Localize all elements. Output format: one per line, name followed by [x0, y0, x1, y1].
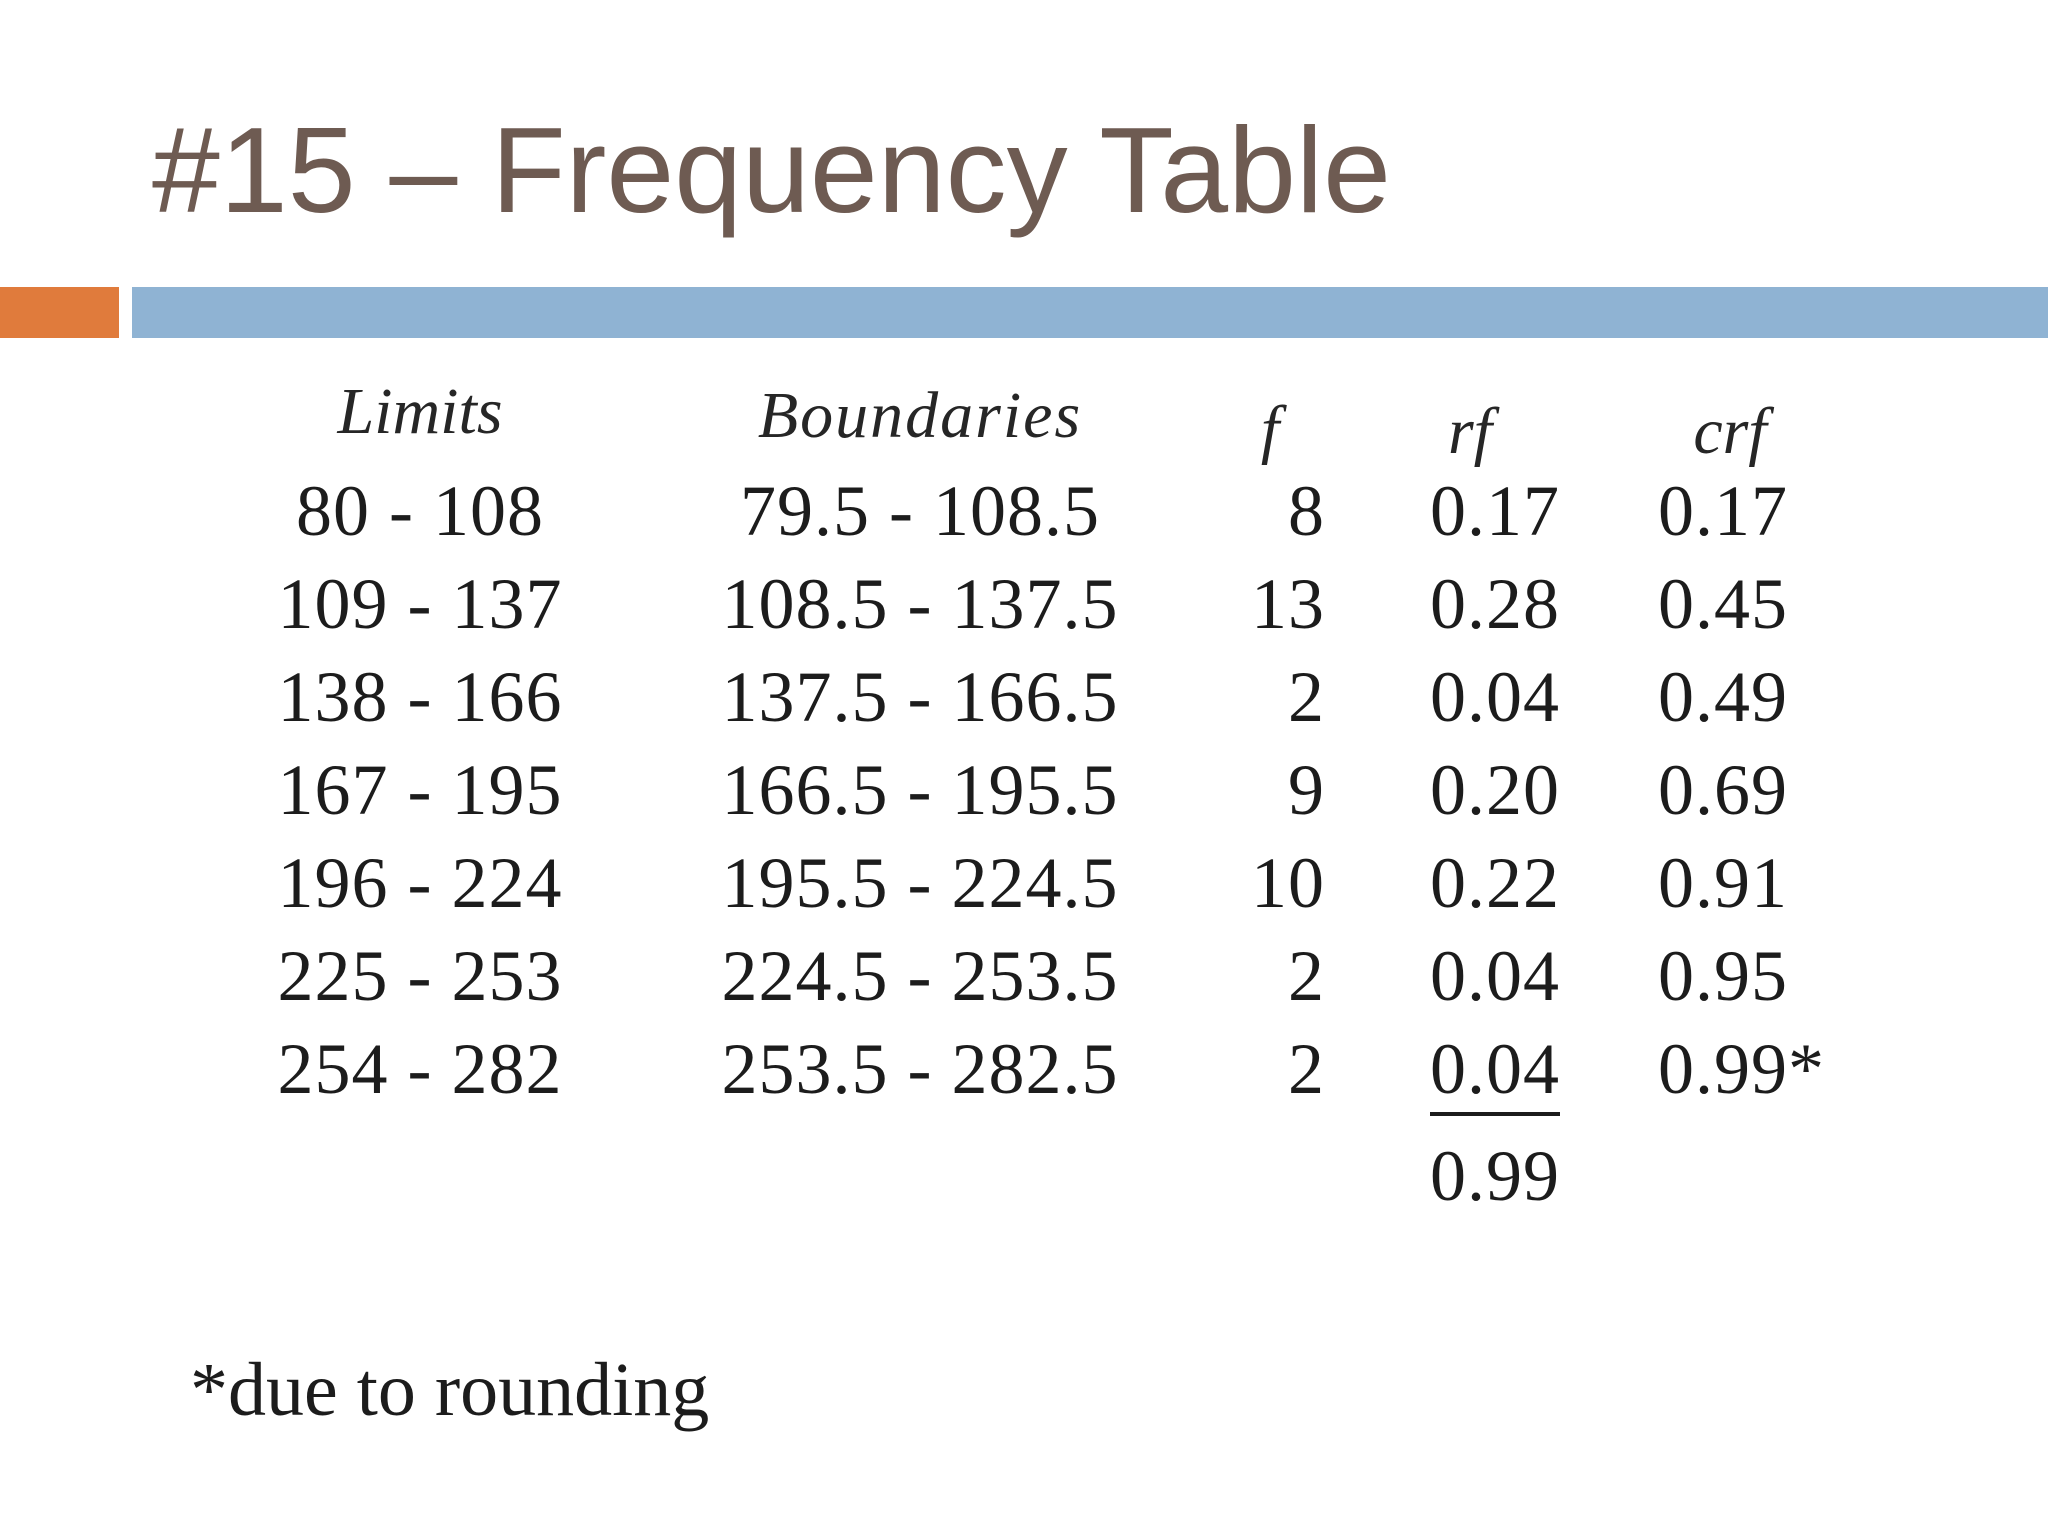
cell-rf: 0.20: [1430, 750, 1560, 830]
cell-limits: 109 - 137: [277, 564, 563, 644]
rf-total: 0.99: [1430, 1136, 1560, 1216]
title-accent-bar-orange: [0, 287, 119, 338]
cell-limits: 167 - 195: [277, 750, 563, 830]
cell-f: 8: [1288, 471, 1325, 551]
title-accent-bar-blue: [132, 287, 2048, 338]
cell-boundaries: 79.5 - 108.5: [740, 471, 1100, 551]
header-crf: crf: [1693, 395, 1767, 468]
cell-f: 2: [1288, 1029, 1325, 1109]
cell-limits: 80 - 108: [296, 471, 544, 551]
cell-rf: 0.17: [1430, 471, 1560, 551]
column-rf: 0.17 0.28 0.04 0.20 0.22 0.04 0.04: [1400, 465, 1590, 1116]
column-limits: 80 - 108 109 - 137 138 - 166 167 - 195 1…: [240, 465, 600, 1116]
cell-crf: 0.99*: [1658, 1029, 1825, 1109]
column-crf: 0.17 0.45 0.49 0.69 0.91 0.95 0.99*: [1650, 465, 1878, 1116]
cell-crf: 0.17: [1658, 471, 1788, 551]
footnote: *due to rounding: [190, 1348, 710, 1432]
cell-crf: 0.69: [1658, 750, 1788, 830]
cell-rf: 0.22: [1430, 843, 1560, 923]
cell-boundaries: 253.5 - 282.5: [721, 1029, 1119, 1109]
cell-f: 2: [1288, 657, 1325, 737]
cell-rf: 0.04: [1430, 936, 1560, 1016]
cell-boundaries: 108.5 - 137.5: [721, 564, 1119, 644]
header-limits: Limits: [337, 375, 503, 448]
cell-f: 10: [1251, 843, 1325, 923]
cell-rf: 0.28: [1430, 564, 1560, 644]
header-f: f: [1260, 393, 1280, 466]
cell-boundaries: 224.5 - 253.5: [721, 936, 1119, 1016]
cell-limits: 254 - 282: [277, 1029, 563, 1109]
header-boundaries: Boundaries: [757, 379, 1083, 452]
cell-crf: 0.95: [1658, 936, 1788, 1016]
column-f: 8 13 2 9 10 2 2: [1235, 465, 1325, 1116]
column-boundaries: 79.5 - 108.5 108.5 - 137.5 137.5 - 166.5…: [680, 465, 1160, 1116]
header-rf: rf: [1447, 395, 1493, 468]
cell-limits: 225 - 253: [277, 936, 563, 1016]
cell-crf: 0.45: [1658, 564, 1788, 644]
cell-boundaries: 137.5 - 166.5: [721, 657, 1119, 737]
cell-limits: 196 - 224: [277, 843, 563, 923]
cell-f: 13: [1251, 564, 1325, 644]
cell-f: 2: [1288, 936, 1325, 1016]
cell-rf-underlined: 0.04: [1430, 1026, 1560, 1116]
cell-boundaries: 195.5 - 224.5: [721, 843, 1119, 923]
cell-crf: 0.91: [1658, 843, 1788, 923]
cell-boundaries: 166.5 - 195.5: [721, 750, 1119, 830]
cell-rf-last: 0.04: [1400, 1023, 1590, 1116]
cell-limits: 138 - 166: [277, 657, 563, 737]
slide-title: #15 – Frequency Table: [152, 102, 1391, 238]
cell-crf: 0.49: [1658, 657, 1788, 737]
cell-rf: 0.04: [1430, 657, 1560, 737]
cell-f: 9: [1288, 750, 1325, 830]
